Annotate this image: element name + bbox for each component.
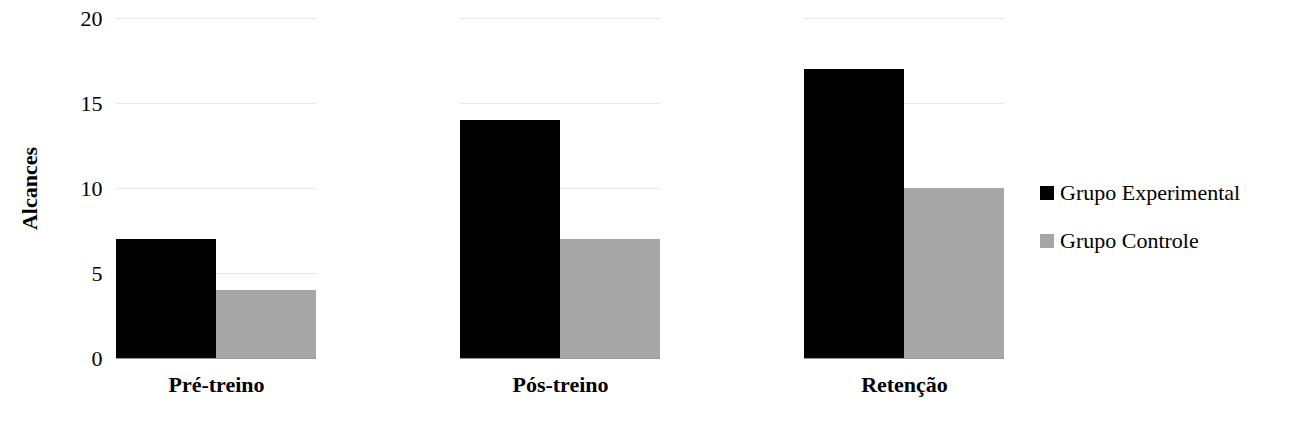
html-text:Grupo Controle: Grupo Controle bbox=[1060, 227, 1199, 253]
svg-text:Retenção: Retenção bbox=[861, 372, 948, 397]
svg-text:0: 0 bbox=[92, 346, 103, 371]
svg-text:5: 5 bbox=[92, 261, 103, 286]
html-text:Grupo Experimental: Grupo Experimental bbox=[1060, 179, 1241, 205]
svg-text:Alcances: Alcances bbox=[17, 147, 42, 231]
svg-text:Pós-treino: Pós-treino bbox=[512, 372, 608, 397]
svg-text:10: 10 bbox=[81, 176, 103, 201]
svg-text:20: 20 bbox=[81, 6, 103, 31]
svg-text:15: 15 bbox=[81, 91, 103, 116]
svg-text:Pré-treino: Pré-treino bbox=[168, 372, 264, 397]
